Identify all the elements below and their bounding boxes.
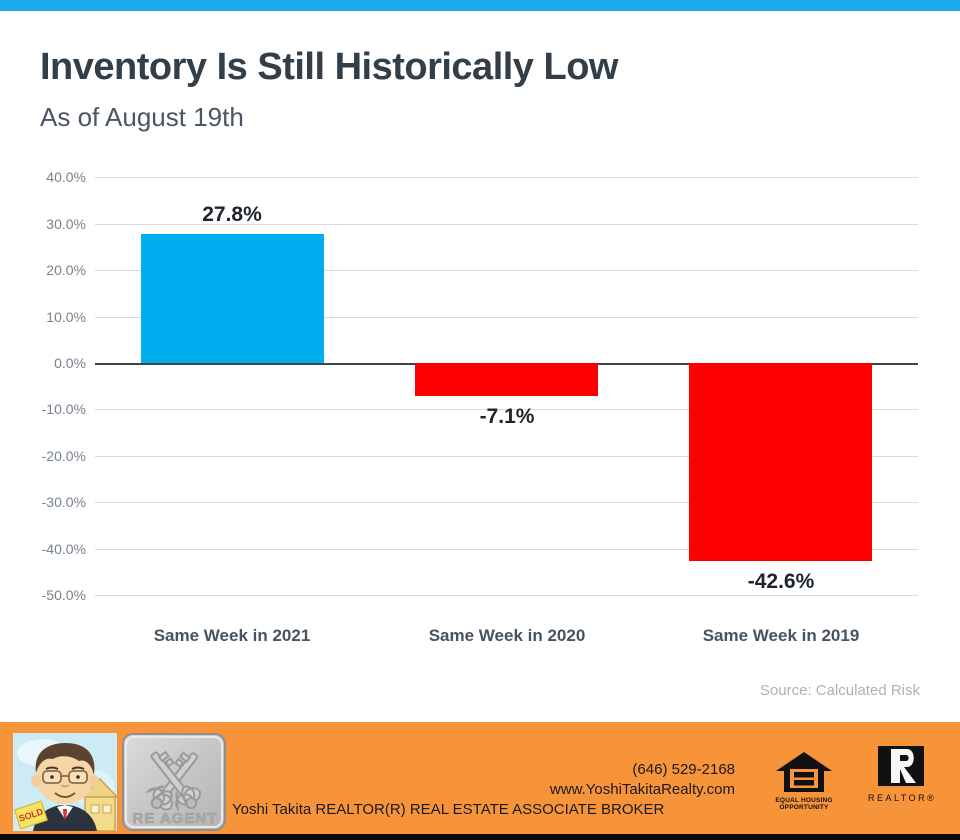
agent-phone: (646) 529-2168 <box>632 761 735 778</box>
gridline <box>95 549 918 550</box>
footer-banner: SOLD <box>0 722 960 834</box>
sold-sign: SOLD <box>13 800 49 830</box>
page-title: Inventory Is Still Historically Low <box>40 46 618 88</box>
gridline <box>95 595 918 596</box>
bar-3 <box>689 363 872 561</box>
realtor-logo: REALTOR® <box>868 746 934 803</box>
agent-contact-text: (646) 529-2168 www.YoshiTakitaRealty.com <box>455 760 735 800</box>
gridline <box>95 502 918 503</box>
bar-value-label: 27.8% <box>202 203 262 226</box>
gridline <box>95 456 918 457</box>
y-tick-label: -50.0% <box>41 587 86 603</box>
equal-housing-label-line2: OPPORTUNITY <box>779 804 829 811</box>
bar-1 <box>141 234 324 363</box>
y-tick-label: 10.0% <box>46 309 86 325</box>
y-tick-label: -20.0% <box>41 448 86 464</box>
y-tick-label: 20.0% <box>46 262 86 278</box>
y-tick-label: -40.0% <box>41 541 86 557</box>
reagent-logo-text: RE AGENT <box>133 810 218 827</box>
equal-housing-logo: EQUAL HOUSING OPPORTUNITY <box>771 752 837 811</box>
agent-name-line: Yoshi Takita REALTOR(R) REAL ESTATE ASSO… <box>232 801 665 818</box>
agent-info-text: Yoshi Takita REALTOR(R) REAL ESTATE ASSO… <box>232 760 664 840</box>
top-accent-bar <box>0 0 960 11</box>
page-subtitle: As of August 19th <box>40 102 244 132</box>
bar-2 <box>415 363 598 396</box>
equal-housing-label-line1: EQUAL HOUSING <box>775 797 833 804</box>
y-tick-label: 40.0% <box>46 169 86 185</box>
source-credit: Source: Calculated Risk <box>759 682 920 699</box>
x-category-label: Same Week in 2019 <box>702 626 860 645</box>
agent-website: www.YoshiTakitaRealty.com <box>549 781 735 798</box>
x-category-label: Same Week in 2020 <box>428 626 586 645</box>
gridline <box>95 317 918 318</box>
y-tick-label: 0.0% <box>54 355 86 371</box>
x-category-label: Same Week in 2021 <box>153 626 311 645</box>
y-tick-label: -30.0% <box>41 494 86 510</box>
reagent-logo: RE AGENT <box>122 733 226 831</box>
gridline <box>95 224 918 225</box>
y-tick-label: 30.0% <box>46 216 86 232</box>
realtor-r-icon <box>878 746 924 786</box>
equal-housing-house-icon <box>776 752 832 792</box>
agent-avatar-image: SOLD <box>13 733 117 831</box>
crossed-keys-icon <box>145 750 201 813</box>
gridline <box>95 177 918 178</box>
bar-value-label: -42.6% <box>747 570 815 593</box>
gridline <box>95 270 918 271</box>
bottom-border <box>0 834 960 840</box>
bar-chart: 40.0% 30.0% 20.0% 10.0% 0.0% -10.0% -20.0% -30.… <box>41 169 918 645</box>
realtor-label: REALTOR® <box>868 793 937 803</box>
bar-value-label: -7.1% <box>479 405 535 428</box>
y-tick-label: -10.0% <box>41 401 86 417</box>
gridline <box>95 409 918 410</box>
